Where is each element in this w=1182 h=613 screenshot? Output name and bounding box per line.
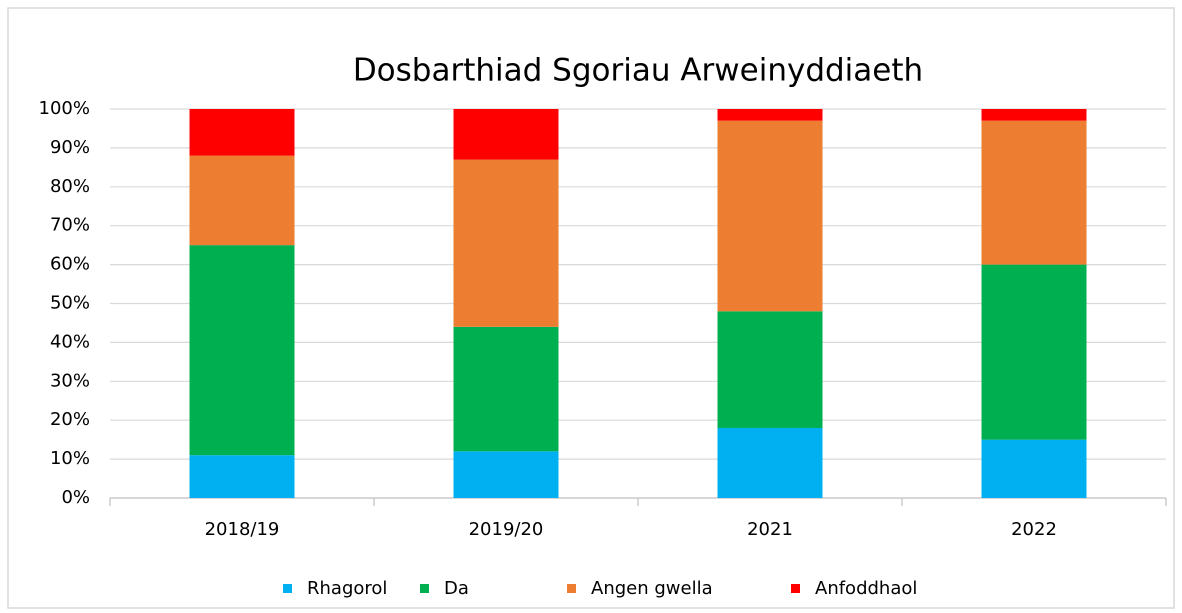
bar-segment bbox=[981, 109, 1087, 121]
y-tick-label: 0% bbox=[61, 487, 90, 508]
bar-segment bbox=[189, 455, 295, 498]
bar-segment bbox=[717, 109, 823, 121]
bar-segment bbox=[453, 326, 559, 452]
bar-segment bbox=[189, 155, 295, 246]
legend-swatch bbox=[283, 584, 292, 593]
bar-segment bbox=[453, 109, 559, 160]
legend-label: Anfoddhaol bbox=[815, 578, 917, 599]
bar-segment bbox=[453, 159, 559, 327]
bar-segment bbox=[717, 427, 823, 498]
bar-segment bbox=[453, 451, 559, 498]
bar-segment bbox=[717, 120, 823, 312]
legend-label: Rhagorol bbox=[307, 578, 387, 599]
bar-segment bbox=[981, 264, 1087, 440]
y-tick-label: 60% bbox=[50, 254, 90, 275]
bar-segment bbox=[981, 120, 1087, 265]
y-tick-label: 90% bbox=[50, 137, 90, 158]
x-tick-label: 2022 bbox=[1011, 519, 1057, 540]
y-tick-label: 50% bbox=[50, 293, 90, 314]
bar-segment bbox=[189, 245, 295, 456]
y-tick-label: 20% bbox=[50, 409, 90, 430]
y-tick-label: 10% bbox=[50, 448, 90, 469]
y-tick-label: 100% bbox=[39, 98, 90, 119]
x-tick-label: 2019/20 bbox=[469, 519, 544, 540]
x-tick-label: 2018/19 bbox=[205, 519, 280, 540]
y-tick-label: 70% bbox=[50, 215, 90, 236]
bar-segment bbox=[981, 439, 1087, 498]
legend-swatch bbox=[420, 584, 429, 593]
legend-label: Da bbox=[444, 578, 469, 599]
bar-segment bbox=[717, 311, 823, 428]
y-tick-label: 30% bbox=[50, 370, 90, 391]
legend-swatch bbox=[567, 584, 576, 593]
chart-title: Dosbarthiad Sgoriau Arweinyddiaeth bbox=[353, 53, 923, 89]
x-tick-label: 2021 bbox=[747, 519, 793, 540]
legend-swatch bbox=[791, 584, 800, 593]
y-tick-label: 80% bbox=[50, 176, 90, 197]
legend-label: Angen gwella bbox=[591, 578, 713, 599]
y-tick-label: 40% bbox=[50, 331, 90, 352]
bar-segment bbox=[189, 109, 295, 156]
